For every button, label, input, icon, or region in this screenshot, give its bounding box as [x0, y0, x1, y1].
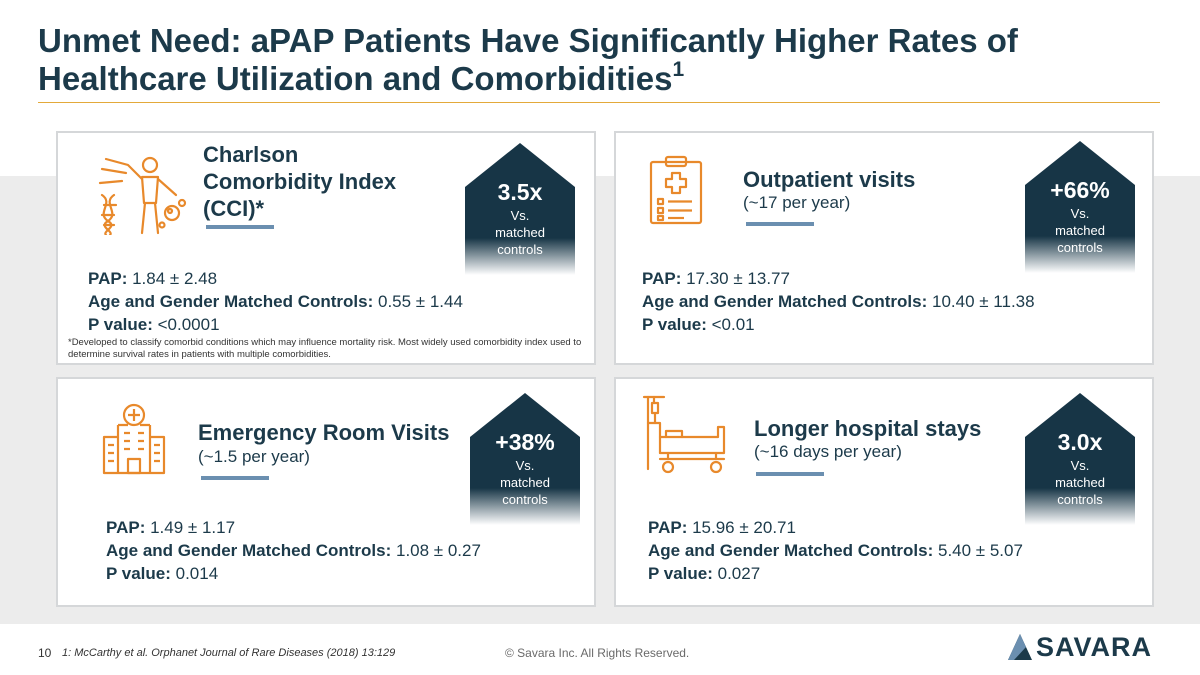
stats-block: PAP: 1.84 ± 2.48 Age and Gender Matched …	[88, 267, 588, 336]
badge-shape	[1025, 393, 1135, 525]
hospital-building-icon	[102, 403, 166, 475]
card-subheading: (~16 days per year)	[754, 442, 902, 461]
badge-value: +66%	[1050, 177, 1110, 203]
person-dna-icon	[98, 156, 187, 235]
citation: 1: McCarthy et al. Orphanet Journal of R…	[62, 647, 396, 659]
title-footnote-marker: 1	[672, 58, 685, 81]
badge-shape	[470, 393, 580, 525]
card-outpatient-visits: Outpatient visits (~17 per year) +66% Vs…	[614, 131, 1154, 365]
badge-value: 3.0x	[1057, 429, 1103, 455]
stat-pap: PAP: 17.30 ± 13.77	[642, 269, 790, 288]
badge-text: Vs. matched controls	[500, 458, 550, 507]
cci-footnote: *Developed to classify comorbid conditio…	[68, 337, 582, 360]
badge-shape	[465, 143, 575, 275]
copyright: © Savara Inc. All Rights Reserved.	[505, 646, 690, 660]
stats-block: PAP: 15.96 ± 20.71 Age and Gender Matche…	[648, 516, 1138, 585]
accent-bar	[746, 222, 814, 226]
accent-bar	[201, 476, 269, 480]
title-line-1: Unmet Need: aPAP Patients Have Significa…	[38, 22, 1018, 59]
stat-pap: PAP: 15.96 ± 20.71	[648, 518, 796, 537]
card-heading: Outpatient visits	[743, 167, 916, 192]
stat-controls: Age and Gender Matched Controls: 1.08 ± …	[106, 541, 481, 560]
card-heading: Charlson Comorbidity Index (CCI)*	[203, 142, 397, 221]
badge-3.5x: 3.5x Vs. matched controls	[465, 143, 575, 275]
stat-p-value: P value: 0.027	[648, 564, 761, 583]
accent-bar	[206, 225, 274, 229]
stats-block: PAP: 1.49 ± 1.17 Age and Gender Matched …	[106, 516, 586, 585]
card-longer-hospital-stays: Longer hospital stays (~16 days per year…	[614, 377, 1154, 607]
page-title: Unmet Need: aPAP Patients Have Significa…	[38, 22, 1158, 98]
logo-text: SAVARA	[1036, 632, 1153, 662]
stat-controls: Age and Gender Matched Controls: 0.55 ± …	[88, 292, 463, 311]
accent-bar	[756, 472, 824, 476]
badge-text: Vs. matched controls	[1055, 458, 1105, 507]
card-subheading: (~17 per year)	[743, 193, 851, 212]
stats-block: PAP: 17.30 ± 13.77 Age and Gender Matche…	[642, 267, 1142, 336]
card-heading: Longer hospital stays	[754, 416, 982, 441]
card-heading: Emergency Room Visits	[198, 420, 450, 445]
badge-value: 3.5x	[497, 179, 543, 205]
stat-controls: Age and Gender Matched Controls: 5.40 ± …	[648, 541, 1023, 560]
card-emergency-room-visits: Emergency Room Visits (~1.5 per year) +3…	[56, 377, 596, 607]
hospital-bed-icon	[642, 395, 726, 474]
badge-plus-66-percent: +66% Vs. matched controls	[1025, 141, 1135, 273]
title-line-2: Healthcare Utilization and Comorbidities…	[38, 58, 685, 97]
badge-value: +38%	[495, 429, 555, 455]
stat-p-value: P value: <0.0001	[88, 315, 220, 334]
clipboard-medical-icon	[649, 155, 703, 225]
badge-text: Vs. matched controls	[495, 208, 545, 257]
stat-pap: PAP: 1.49 ± 1.17	[106, 518, 236, 537]
badge-3.0x: 3.0x Vs. matched controls	[1025, 393, 1135, 525]
stat-controls: Age and Gender Matched Controls: 10.40 ±…	[642, 292, 1035, 311]
title-divider	[38, 102, 1160, 103]
stat-p-value: P value: <0.01	[642, 315, 755, 334]
savara-logo-mark-icon	[1008, 634, 1032, 660]
stat-p-value: P value: 0.014	[106, 564, 219, 583]
badge-shape	[1025, 141, 1135, 273]
savara-logo: SAVARA	[1006, 630, 1162, 664]
card-charlson-comorbidity-index: Charlson Comorbidity Index (CCI)* 3.5x V…	[56, 131, 596, 365]
stat-pap: PAP: 1.84 ± 2.48	[88, 269, 218, 288]
badge-text: Vs. matched controls	[1055, 206, 1105, 255]
card-subheading: (~1.5 per year)	[198, 447, 310, 466]
badge-plus-38-percent: +38% Vs. matched controls	[470, 393, 580, 525]
page-number: 10	[38, 646, 52, 660]
